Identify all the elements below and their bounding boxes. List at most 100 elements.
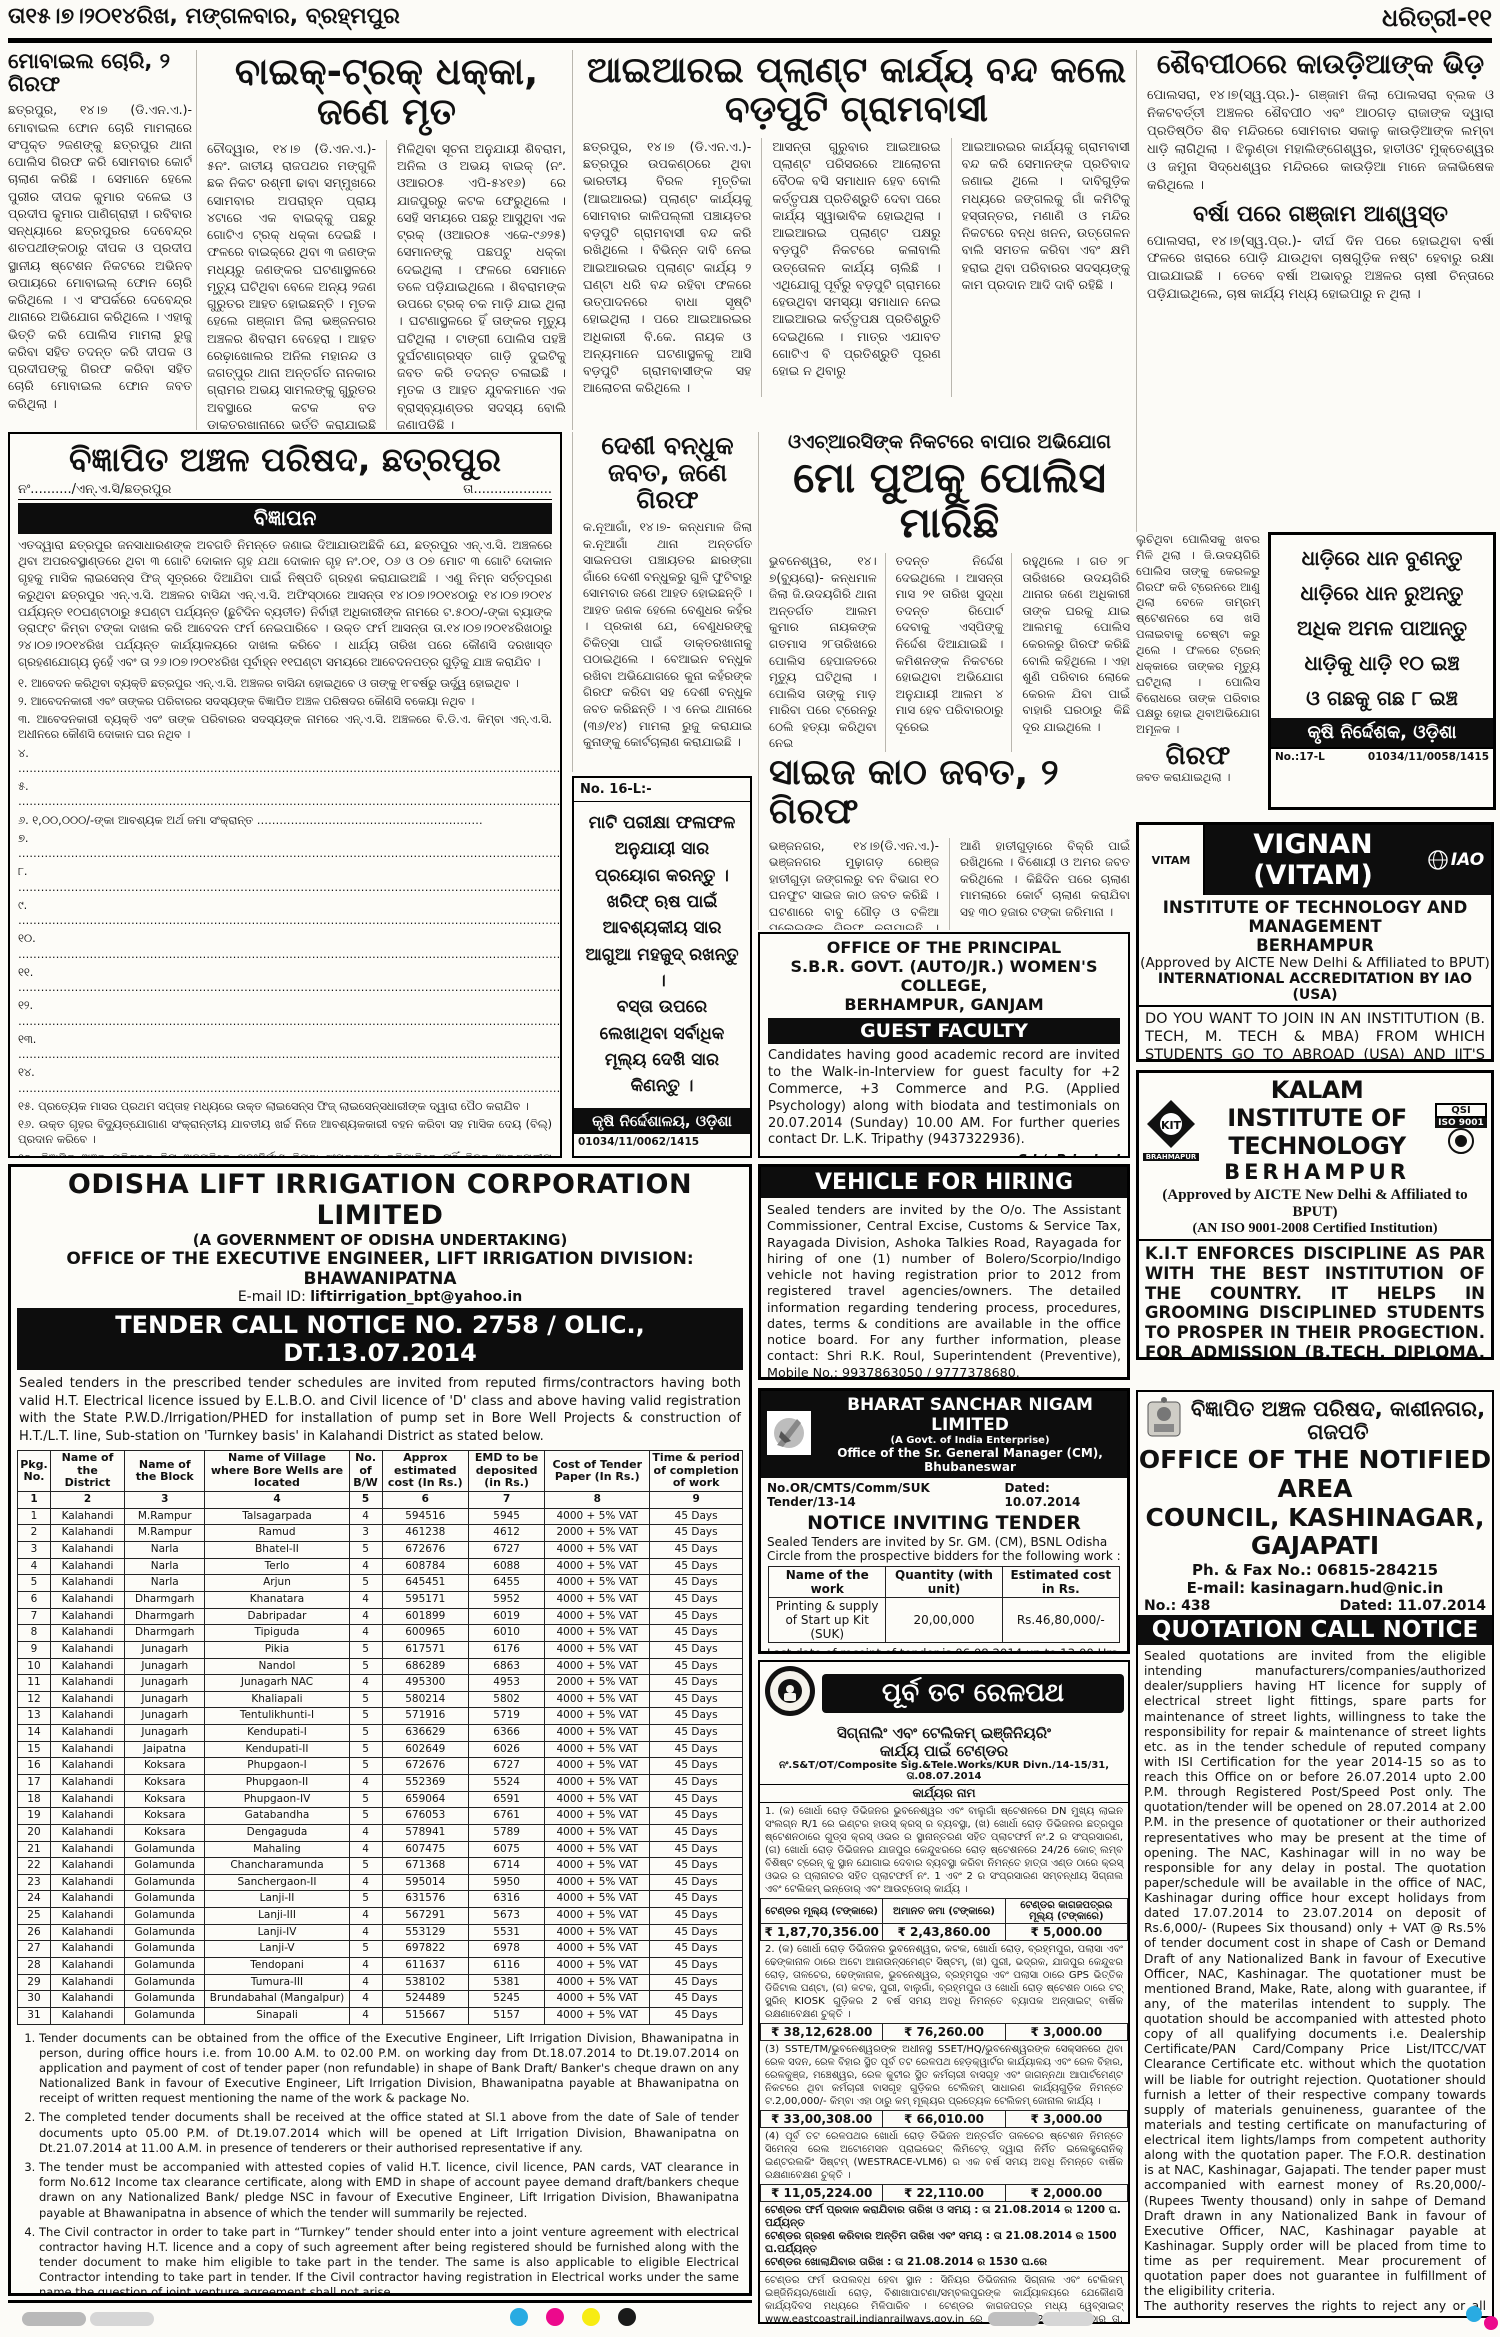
article-tail: ଜବତ କରାଯାଇଥିଲା । <box>1136 770 1231 785</box>
poem-line: ଧାଡ଼ିକୁ ଧାଡ଼ି ୧୦ ଇଞ୍ଚ <box>1304 651 1460 675</box>
bottom-rule <box>8 2300 752 2303</box>
column-header: EMD to be deposited (in Rs.) <box>468 1450 546 1493</box>
notice-ref-number: ନଂ........../ଏନ୍.ଏ.ସି/ଛତ୍ରପୁର <box>18 481 172 497</box>
table-cell: 5 <box>348 1657 383 1676</box>
table-cell: 676053 <box>381 1807 470 1825</box>
table-cell: Ramud <box>204 1524 350 1543</box>
notice-item: ୧୫. ପ୍ରତ୍ୟେକ ମାସର ପ୍ରଥମ ସପ୍ତାହ ମଧ୍ୟରେ ଉକ… <box>18 1099 529 1113</box>
table-cell: 607475 <box>381 1840 470 1859</box>
table-cell: 45 Days <box>649 1624 743 1642</box>
table-cell: Golamunda <box>124 2006 206 2025</box>
schedule-line: ଟେଣ୍ଡର ଫର୍ମ ପ୍ରଦାନ କରାଯିବାର ତାରିଖ ଓ ସମୟ … <box>765 2204 1121 2229</box>
table-row: 2 Kalahandi M.Rampur Ramud 3 461238 4612 2000 +… <box>17 1524 743 1543</box>
table-cell: Phupgaon-II <box>204 1774 350 1792</box>
article-subheadline: ବର୍ଷା ପରେ ଗଞ୍ଜାମ ଆଶ୍ୱସ୍ତ <box>1193 201 1448 227</box>
table-cell: 21 <box>17 1840 51 1859</box>
article-headline: ଆଇଆରଇ ପ୍ଲାଣ୍ଟ କାର୍ଯ୍ୟ ବନ୍ଦ କଲେ ବଡ଼ପୁଟି ଗ… <box>586 50 1127 130</box>
table-cell: Golamunda <box>124 1990 206 2008</box>
column-header: No. of B/W <box>348 1450 383 1493</box>
nac-bar-title: QUOTATION CALL NOTICE <box>1138 1615 1492 1645</box>
table-cell: 5245 <box>468 1990 546 2008</box>
table-cell: 19 <box>17 1807 51 1825</box>
column-header: ଅମାନତ ଜମା (ଟଙ୍କାରେ) <box>882 1898 1006 1924</box>
table-cell: Narla <box>124 1574 206 1592</box>
table-cell: 1 <box>17 1507 51 1526</box>
table-cell: 601899 <box>381 1607 470 1626</box>
notice-date-line: ତା................... <box>463 481 552 497</box>
table-cell: Kalahandi <box>49 1957 126 1975</box>
table-cell: Kalahandi <box>49 1890 126 1909</box>
kit-ad: KIT BRAHMAPUR KALAM INSTITUTE OF TECHNOL… <box>1136 1070 1494 1360</box>
table-cell: 12 <box>17 1690 51 1709</box>
table-cell: Dharmgarh <box>124 1590 206 1609</box>
notice-items: ୧. ଆବେଦନ କରିଥିବା ବ୍ୟକ୍ତି ଛତ୍ରପୁର ଏନ୍.ଏ.ସ… <box>18 676 561 1156</box>
table-cell: 45 Days <box>649 1574 743 1592</box>
table-cell: 45 Days <box>649 1657 743 1676</box>
nac-phone: Ph. & Fax No.: 06815-284215 <box>1191 1561 1439 1579</box>
table-cell: 45 Days <box>649 1907 743 1925</box>
table-cell: 602649 <box>381 1740 470 1759</box>
table-cell: Sanchergaon-II <box>204 1873 350 1892</box>
condition-item: The completed tender documents shall be … <box>39 2110 739 2156</box>
column-number: 1 <box>17 1491 51 1509</box>
table-cell: Koksara <box>124 1774 206 1792</box>
olic-table-header-row: Pkg. No. Name of the District Name of the … <box>17 1450 743 1493</box>
table-row: 24 Kalahandi Golamunda Lanji-II 5 631576 6316 4… <box>17 1890 743 1909</box>
table-cell: 22 <box>17 1857 51 1875</box>
table-row: 28 Kalahandi Golamunda Tendopani 4 611637 6116… <box>17 1957 743 1975</box>
table-cell: Golamunda <box>124 1840 206 1859</box>
table-cell: 4000 + 5% VAT <box>544 1640 651 1659</box>
bsnl-logo-icon <box>767 1410 811 1459</box>
table-cell: Koksara <box>124 1790 206 1809</box>
table-cell: Tendopani <box>204 1957 350 1975</box>
table-cell: Dengaguda <box>204 1823 350 1842</box>
notice-item: ୪. …………………………………………………………………………………………………… <box>18 746 561 775</box>
article-column: ଆଣି ହାତୀଗୁଡ଼ାରେ ବିକ୍ରି ପାଇଁ ରଖିଥିଲେ । ବି… <box>949 837 1130 930</box>
fee-row: ₹ 38,12,628.00 ₹ 76,260.00 ₹ 3,000.00 <box>760 2023 1128 2041</box>
railway-item-4: (4) ପୂର୍ବ ତଟ ରେଳପଥର ଖୋର୍ଧା ରୋଡ଼ ଡିଭିଜନ ଅ… <box>765 2131 1123 2181</box>
table-cell: Kalahandi <box>49 1823 126 1842</box>
table-cell: 20,00,000 <box>885 1597 1003 1643</box>
table-cell: 18 <box>17 1790 51 1809</box>
article-bike-truck: ବାଇକ୍-ଟ୍ରକ୍ ଧକ୍କା, ଜଣେ ମୃତ ଚୌଦ୍ୱାର, ୧୪।୭… <box>196 50 566 430</box>
magenta-registration-dot <box>546 2308 564 2326</box>
table-cell: Kalahandi <box>49 1857 126 1875</box>
article-column: ଆଇଆରଇର କାର୍ଯ୍ୟକୁ ଗ୍ରାମବାସୀ ବନ୍ଦ କରି ସେମା… <box>950 137 1130 397</box>
table-cell: 6727 <box>468 1757 546 1775</box>
table-cell: 553129 <box>381 1923 470 1942</box>
fee-row: ₹ 1,87,70,356.00 ₹ 2,43,860.00 ₹ 5,000.0… <box>760 1923 1128 1941</box>
table-cell: Tentulikhunti-I <box>204 1707 350 1726</box>
table-cell: Brundabahal (Mangalpur) <box>204 1990 350 2008</box>
table-cell: 5 <box>348 1690 383 1709</box>
vignan-line1: INSTITUTE OF TECHNOLOGY AND MANAGEMENT <box>1162 898 1468 936</box>
table-cell: Phupgaon-IV <box>204 1790 350 1809</box>
table-cell: 29 <box>17 1973 51 1992</box>
kit-approval-1: (Approved by AICTE New Delhi & Affiliate… <box>1162 1187 1468 1220</box>
table-cell: Kalahandi <box>49 1724 126 1742</box>
masthead-rule <box>8 38 1492 43</box>
table-row: 18 Kalahandi Koksara Phupgaon-IV 5 659064 6591… <box>17 1790 743 1809</box>
table-cell: 5789 <box>468 1823 546 1842</box>
table-cell: Bhatel-II <box>204 1541 350 1559</box>
table-cell: 6026 <box>468 1740 546 1759</box>
schedule-line: ଟେଣ୍ଡର ଖୋଲାଯିବାର ତାରିଖ : ତା 21.08.2014 ର… <box>765 2256 1047 2268</box>
table-cell: 4000 + 5% VAT <box>544 1890 651 1909</box>
table-cell: 4000 + 5% VAT <box>544 1873 651 1892</box>
table-cell: 515667 <box>381 2006 470 2025</box>
agri-ad-17-ref: 01034/11/0058/1415 <box>1367 751 1489 763</box>
notice-item: ୩. ଆବେଦନକାରୀ ବ୍ୟକ୍ତି ଏବଂ ତାଙ୍କ ପରିବାରର ସ… <box>18 713 552 742</box>
slogan-line: ମାଟି ପରୀକ୍ଷା ଫଳାଫଳ ଅନୁଯାୟୀ ସାର ପ୍ରୟୋଗ କର… <box>588 813 736 886</box>
yellow-registration-dot <box>582 2308 600 2326</box>
table-cell: 4000 + 5% VAT <box>544 1774 651 1792</box>
schedule-line: ଟେଣ୍ଡର ଗ୍ରହଣ କରିବାର ଅନ୍ତିମ ତାରିଖ ଏବଂ ସମୟ… <box>765 2230 1117 2255</box>
odisha-emblem-icon <box>1144 1396 1184 1446</box>
table-cell: 6714 <box>468 1857 546 1875</box>
table-cell: Kalahandi <box>49 1990 126 2008</box>
table-cell: Kalahandi <box>49 1873 126 1892</box>
notice-item: ୨. ଆବେଦନକାରୀ ଏବଂ ତାଙ୍କର ପରିବାରର ସଦସ୍ୟଙ୍କ… <box>18 694 475 708</box>
table-cell: Kalahandi <box>49 1940 126 1959</box>
table-cell: 6116 <box>468 1957 546 1975</box>
table-cell: Kalahandi <box>49 2006 126 2025</box>
vignan-line3: (Approved by AICTE New Delhi & Affiliate… <box>1140 955 1490 971</box>
